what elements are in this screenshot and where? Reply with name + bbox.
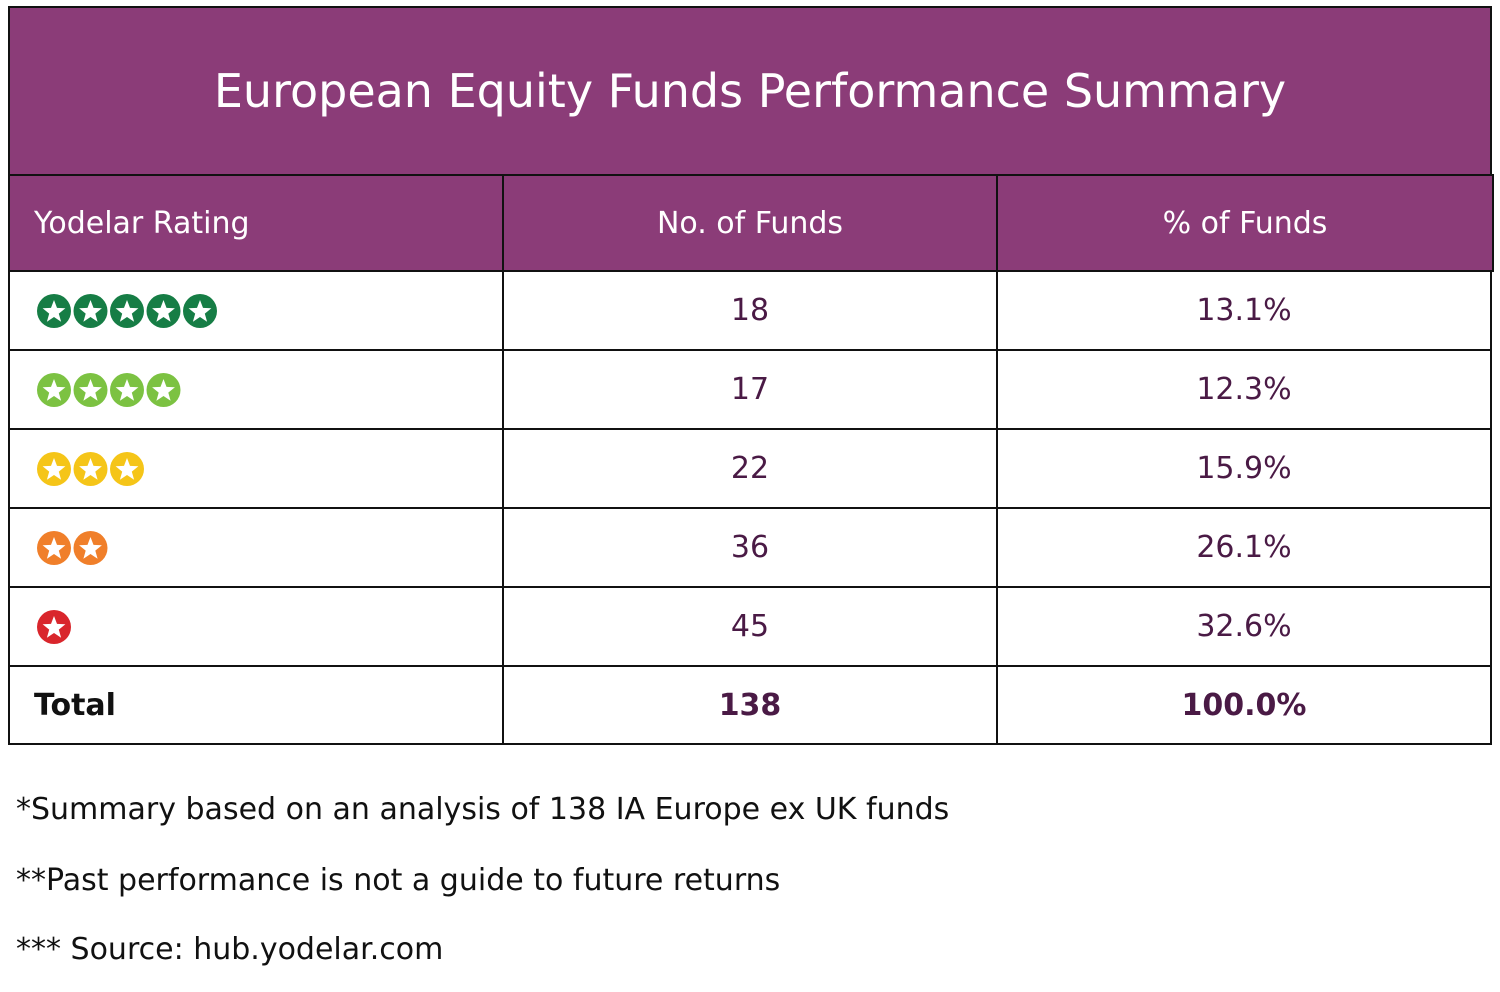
star-rating xyxy=(37,609,71,644)
footnote: **Past performance is not a guide to fut… xyxy=(16,863,781,898)
total-funds: 138 xyxy=(502,665,998,745)
footnote: *Summary based on an analysis of 138 IA … xyxy=(16,792,950,827)
star-shape xyxy=(115,378,139,401)
funds-count: 22 xyxy=(502,428,998,509)
star-rating xyxy=(37,451,144,486)
star-rating xyxy=(37,372,181,407)
star-shape xyxy=(42,457,66,480)
star-shape xyxy=(79,536,102,559)
star-rating xyxy=(37,530,108,565)
star-shape xyxy=(79,457,102,480)
funds-count: 17 xyxy=(502,349,998,430)
funds-count: 18 xyxy=(502,270,998,351)
footnote: *** Source: hub.yodelar.com xyxy=(16,932,444,967)
star-shape xyxy=(79,299,102,322)
star-shape xyxy=(152,299,175,322)
funds-percent: 13.1% xyxy=(996,270,1492,351)
star-rating xyxy=(37,293,217,328)
funds-percent: 12.3% xyxy=(996,349,1492,430)
rating-cell xyxy=(8,349,504,430)
title-band: European Equity Funds Performance Summar… xyxy=(8,6,1492,176)
star-shape xyxy=(42,615,66,638)
total-percent: 100.0% xyxy=(996,665,1492,745)
star-shape xyxy=(188,299,212,322)
funds-count: 45 xyxy=(502,586,998,667)
star-shape xyxy=(115,299,139,322)
star-shape xyxy=(79,378,102,401)
total-label: Total xyxy=(8,665,504,745)
rating-cell xyxy=(8,428,504,509)
column-header: % of Funds xyxy=(996,174,1494,272)
column-header: No. of Funds xyxy=(502,174,998,272)
funds-percent: 15.9% xyxy=(996,428,1492,509)
funds-percent: 26.1% xyxy=(996,507,1492,588)
star-shape xyxy=(42,378,66,401)
rating-cell xyxy=(8,507,504,588)
column-header: Yodelar Rating xyxy=(8,174,504,272)
star-shape xyxy=(42,299,66,322)
star-shape xyxy=(42,536,66,559)
funds-percent: 32.6% xyxy=(996,586,1492,667)
rating-cell xyxy=(8,586,504,667)
star-shape xyxy=(152,378,175,401)
funds-count: 36 xyxy=(502,507,998,588)
star-shape xyxy=(115,457,139,480)
rating-cell xyxy=(8,270,504,351)
